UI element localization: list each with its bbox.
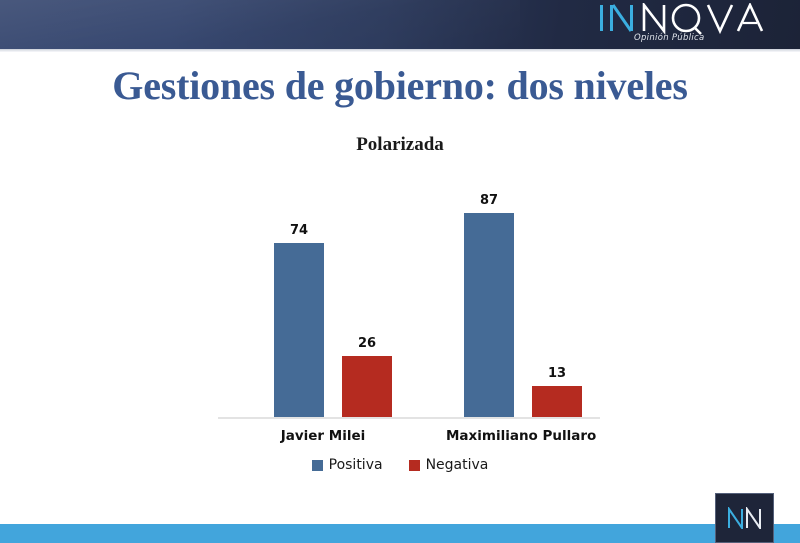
legend-swatch-icon-negativa: [408, 459, 420, 471]
bar-chart: Polarizada 74 26 Javier Milei 87 13 Maxi…: [0, 125, 800, 485]
x-axis-line: [218, 417, 600, 419]
bar-negative-pullaro[interactable]: 13: [532, 366, 582, 417]
chart-title: Polarizada: [356, 134, 444, 155]
footer-bar: [0, 524, 800, 543]
page-header: Opinión Pública: [0, 0, 800, 49]
legend-label-positiva: Positiva: [328, 457, 383, 473]
footer-logo-badge: [715, 493, 774, 543]
bar-group-maximiliano-pullaro: 87 13 Maximiliano Pullaro: [446, 185, 596, 444]
chart-plot-area: 74 26 Javier Milei 87 13 Maximiliano Pul…: [218, 185, 600, 444]
category-label-javier-milei: Javier Milei: [280, 428, 366, 444]
bar-value-label: 87: [479, 193, 499, 208]
header-sheen: [0, 0, 520, 49]
bar-positive-milei[interactable]: 74: [274, 223, 324, 417]
innova-logo: Opinión Pública: [598, 3, 778, 48]
header-divider: [0, 49, 800, 52]
category-label-maximiliano-pullaro: Maximiliano Pullaro: [446, 428, 597, 444]
bar-value-label: 13: [547, 366, 567, 381]
bar-group-javier-milei: 74 26 Javier Milei: [256, 185, 392, 444]
legend-label-negativa: Negativa: [425, 457, 489, 473]
bar-positive-pullaro[interactable]: 87: [464, 193, 514, 417]
legend-item-negativa[interactable]: Negativa: [408, 457, 489, 473]
page-title: Gestiones de gobierno: dos niveles: [112, 63, 688, 108]
nn-monogram-icon: [727, 507, 761, 529]
bar-value-label: 26: [357, 336, 377, 351]
logo-subtitle: Opinión Pública: [634, 33, 705, 43]
legend-item-positiva[interactable]: Positiva: [311, 457, 383, 473]
chart-legend: Positiva Negativa: [0, 457, 800, 473]
bar-value-label: 74: [289, 223, 309, 238]
legend-swatch-icon-positiva: [311, 459, 323, 471]
bar-negative-milei[interactable]: 26: [342, 336, 392, 417]
